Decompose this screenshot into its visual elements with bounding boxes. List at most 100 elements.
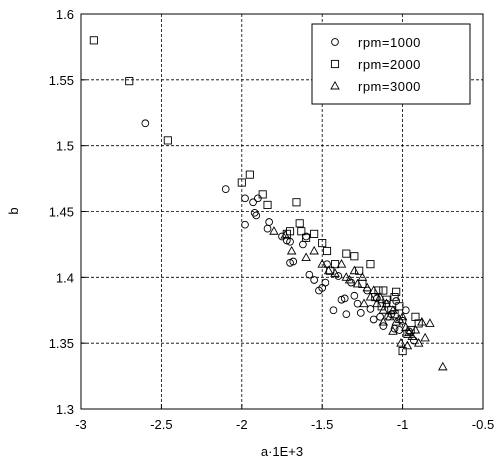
legend-item: rpm=2000 [330,57,421,72]
square-point [285,227,295,236]
square-point [366,260,375,269]
square-point [342,249,351,258]
circle-point [141,119,150,128]
legend-item: rpm=3000 [330,79,421,94]
circle-point [241,194,249,203]
triangle-point [330,268,340,277]
circle-point [353,299,362,308]
y-tick-label: 1.55 [49,73,74,88]
triangle-point [381,298,392,308]
triangle-point [391,316,401,326]
triangle-point [269,226,279,235]
y-tick-label: 1.5 [56,139,74,154]
triangle-point [394,314,405,323]
legend-label: rpm=2000 [358,57,421,72]
triangle-point [365,291,376,301]
circle-point [310,276,319,284]
circle-point [369,315,378,324]
triangle-point [401,322,411,331]
triangle-point [317,259,327,268]
y-tick-label: 1.3 [56,402,74,417]
triangle-point [404,327,414,337]
triangle-point [372,298,382,308]
square-point [258,190,267,199]
triangle-point [344,274,355,284]
legend-label: rpm=3000 [358,79,421,94]
circle-point [356,309,365,317]
square-point [237,178,246,187]
triangle-point [368,285,379,294]
circle-point [342,310,351,319]
square-point [395,302,404,311]
circle-point [321,278,330,287]
triangle-point [410,324,421,334]
circle-point [401,306,410,315]
y-axis-label: b [6,207,21,214]
triangle-point [407,331,418,341]
triangle-point [349,265,360,275]
circle-point [241,220,249,229]
triangle-point [362,282,372,292]
triangle-point [420,332,430,342]
square-point [245,170,254,179]
triangle-point [341,272,352,281]
circle-legend-marker [331,38,339,46]
x-axis-label: a·1E+3 [261,444,303,459]
circle-point [350,291,359,300]
circle-point [221,185,230,193]
x-tick-label: -2.5 [150,417,172,432]
y-tick-label: 1.35 [49,336,74,351]
y-tick-label: 1.45 [49,205,74,220]
square-legend-marker [330,59,340,69]
triangle-point [375,291,385,301]
circle-point [265,218,273,226]
square-point [374,286,383,295]
triangle-point [280,230,290,239]
triangle-point [438,361,448,371]
triangle-point [359,298,369,308]
triangle-point [417,316,427,326]
circle-point [305,270,314,279]
triangle-point [378,316,389,326]
x-tick-label: -3 [75,417,87,432]
triangle-point [388,305,398,314]
square-point [89,36,98,45]
x-tick-label: -2 [236,417,248,432]
data-points [89,36,448,371]
triangle-point [397,311,408,321]
circle-point [410,336,418,345]
circle-point [252,211,261,220]
legend-label: rpm=1000 [358,35,421,50]
triangle-point [309,245,319,255]
triangle-point [378,305,389,314]
x-tick-label: -1.5 [311,417,333,432]
circle-point [299,240,307,249]
series-triangle [269,226,448,371]
triangle-point [425,318,435,327]
square-point [318,239,327,248]
square-point [125,77,134,86]
circle-point [379,322,388,330]
x-tick-label: -0.5 [472,417,494,432]
square-point [310,229,319,238]
square-point [379,286,388,295]
legend-item: rpm=1000 [331,35,421,50]
triangle-legend-marker [330,80,340,90]
triangle-point [413,338,424,347]
square-point [350,252,359,261]
y-tick-label: 1.4 [56,270,74,285]
triangle-point [388,326,398,335]
circle-point [340,294,349,303]
circle-point [289,257,298,266]
triangle-point [286,245,297,255]
square-point [163,136,172,145]
x-tick-label: -1 [397,417,409,432]
square-point [390,293,399,302]
square-point [322,246,332,256]
triangle-point [336,259,347,268]
square-point [295,219,304,228]
triangle-point [301,252,311,262]
square-point [392,287,401,296]
